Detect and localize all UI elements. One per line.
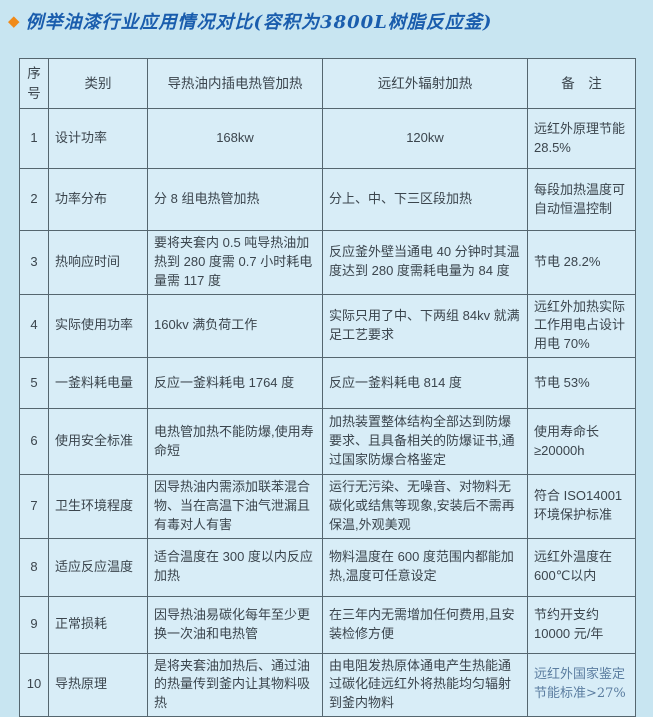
remark-cell: 每段加热温度可自动恒温控制: [527, 168, 636, 231]
category-cell: 卫生环境程度: [48, 474, 148, 539]
table-row: 8 适应反应温度 适合温度在 300 度以内反应加热 物料温度在 600 度范围…: [19, 537, 636, 597]
remark-cell: 远红外加热实际工作用电占设计用电 70%: [527, 293, 636, 359]
table-row: 4 实际使用功率 160kv 满负荷工作 实际只用了中、下两组 84kv 就满足…: [19, 293, 636, 359]
row-no-cell: 5: [19, 357, 49, 410]
oil-heating-cell: 适合温度在 300 度以内反应加热: [147, 537, 323, 597]
infrared-heating-cell: 在三年内无需增加任何费用,且安装检修方便: [322, 595, 528, 654]
table-header-row: 序号 类别 导热油内插电热管加热 远红外辐射加热 备 注: [19, 58, 636, 109]
comparison-table: 序号 类别 导热油内插电热管加热 远红外辐射加热 备 注 1 设计功率 168k…: [19, 58, 636, 717]
table-row: 9 正常损耗 因导热油易碳化每年至少更换一次油和电热管 在三年内无需增加任何费用…: [19, 595, 636, 654]
table-row: 5 一釜料耗电量 反应一釜料耗电 1764 度 反应一釜料耗电 814 度 节电…: [19, 357, 636, 410]
oil-heating-cell: 反应一釜料耗电 1764 度: [147, 357, 323, 410]
category-cell: 正常损耗: [48, 595, 148, 654]
category-cell: 适应反应温度: [48, 537, 148, 597]
diamond-bullet-icon: ◆: [8, 12, 20, 30]
header-remark: 备 注: [527, 58, 636, 109]
header-infrared-heating: 远红外辐射加热: [322, 58, 528, 109]
header-no: 序号: [19, 58, 49, 109]
remark-cell: 符合 ISO14001 环境保护标准: [527, 474, 636, 539]
oil-heating-cell: 168kw: [147, 108, 323, 169]
row-no-cell: 1: [19, 108, 49, 169]
table-row: 1 设计功率 168kw 120kw 远红外原理节能28.5%: [19, 108, 636, 169]
infrared-heating-cell: 120kw: [322, 108, 528, 169]
infrared-heating-cell: 分上、中、下三区段加热: [322, 168, 528, 231]
category-cell: 使用安全标准: [48, 408, 148, 476]
oil-heating-cell: 因导热油内需添加联苯混合物、当在高温下油气泄漏且有毒对人有害: [147, 474, 323, 539]
infrared-heating-cell: 物料温度在 600 度范围内都能加热,温度可任意设定: [322, 537, 528, 597]
infrared-heating-cell: 加热装置整体结构全部达到防爆要求、且具备相关的防爆证书,通过国家防爆合格鉴定: [322, 408, 528, 476]
category-cell: 导热原理: [48, 652, 148, 717]
remark-cell: 使用寿命长≥20000h: [527, 408, 636, 476]
page-title-text: 例举油漆行业应用情况对比(容积为3800L树脂反应釜): [25, 12, 493, 33]
page-title: ◆ 例举油漆行业应用情况对比(容积为3800L树脂反应釜): [8, 8, 648, 34]
category-cell: 功率分布: [48, 168, 148, 231]
row-no-cell: 6: [19, 408, 49, 476]
oil-heating-cell: 要将夹套内 0.5 吨导热油加热到 280 度需 0.7 小时耗电量需 117 …: [147, 230, 323, 295]
oil-heating-cell: 是将夹套油加热后、通过油的热量传到釜内让其物料吸热: [147, 652, 323, 717]
row-no-cell: 3: [19, 230, 49, 295]
oil-heating-cell: 分 8 组电热管加热: [147, 168, 323, 231]
table-row: 3 热响应时间 要将夹套内 0.5 吨导热油加热到 280 度需 0.7 小时耗…: [19, 230, 636, 295]
oil-heating-cell: 因导热油易碳化每年至少更换一次油和电热管: [147, 595, 323, 654]
infrared-heating-cell: 反应一釜料耗电 814 度: [322, 357, 528, 410]
remark-cell: 远红外温度在600℃以内: [527, 537, 636, 597]
infrared-heating-cell: 由电阻发热原体通电产生热能通过碳化硅远红外将热能均匀辐射到釜内物料: [322, 652, 528, 717]
table-row: 2 功率分布 分 8 组电热管加热 分上、中、下三区段加热 每段加热温度可自动恒…: [19, 168, 636, 231]
oil-heating-cell: 电热管加热不能防爆,使用寿命短: [147, 408, 323, 476]
row-no-cell: 8: [19, 537, 49, 597]
row-no-cell: 7: [19, 474, 49, 539]
category-cell: 实际使用功率: [48, 293, 148, 359]
remark-cell: 节电 53%: [527, 357, 636, 410]
category-cell: 热响应时间: [48, 230, 148, 295]
header-category: 类别: [48, 58, 148, 109]
remark-cell: 节约开支约 10000 元/年: [527, 595, 636, 654]
table-row: 10 导热原理 是将夹套油加热后、通过油的热量传到釜内让其物料吸热 由电阻发热原…: [19, 652, 636, 717]
row-no-cell: 4: [19, 293, 49, 359]
row-no-cell: 2: [19, 168, 49, 231]
table-row: 7 卫生环境程度 因导热油内需添加联苯混合物、当在高温下油气泄漏且有毒对人有害 …: [19, 474, 636, 539]
header-oil-heating: 导热油内插电热管加热: [147, 58, 323, 109]
remark-cell: 远红外原理节能28.5%: [527, 108, 636, 169]
category-cell: 设计功率: [48, 108, 148, 169]
table-row: 6 使用安全标准 电热管加热不能防爆,使用寿命短 加热装置整体结构全部达到防爆要…: [19, 408, 636, 476]
infrared-heating-cell: 运行无污染、无噪音、对物料无碳化或结焦等现象,安装后不需再保温,外观美观: [322, 474, 528, 539]
infrared-heating-cell: 实际只用了中、下两组 84kv 就满足工艺要求: [322, 293, 528, 359]
row-no-cell: 9: [19, 595, 49, 654]
category-cell: 一釜料耗电量: [48, 357, 148, 410]
infrared-heating-cell: 反应釜外壁当通电 40 分钟时其温度达到 280 度需耗电量为 84 度: [322, 230, 528, 295]
remark-cell: 远红外国家鉴定节能标准>27%: [527, 652, 636, 717]
oil-heating-cell: 160kv 满负荷工作: [147, 293, 323, 359]
row-no-cell: 10: [19, 652, 49, 717]
remark-cell: 节电 28.2%: [527, 230, 636, 295]
